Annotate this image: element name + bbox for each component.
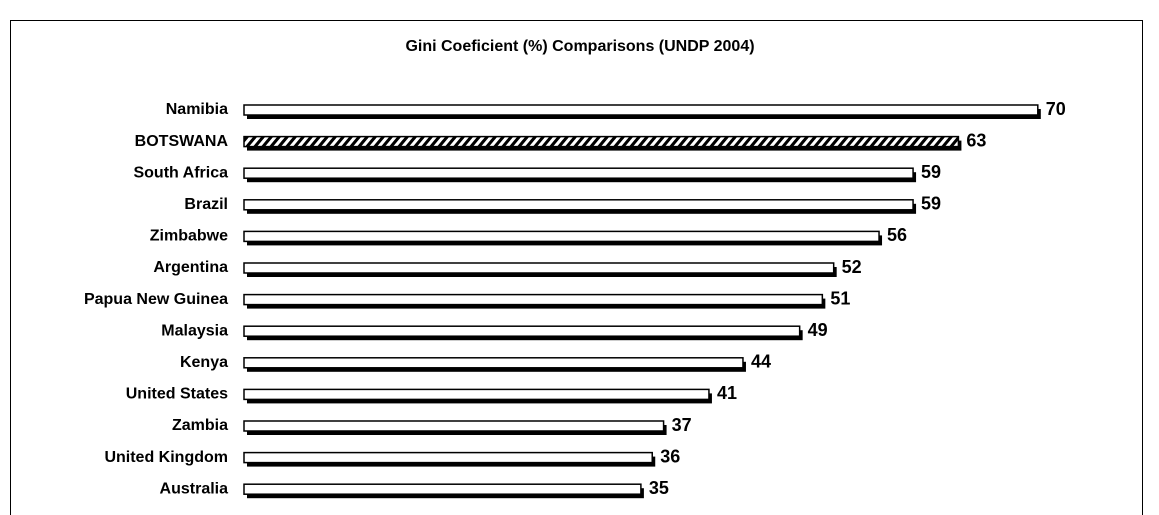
y-tick-label: Brazil [184,196,228,213]
value-label: 63 [966,130,986,150]
value-label: 49 [808,320,828,340]
y-tick-label: Papua New Guinea [84,291,228,308]
y-tick-label: United States [126,386,228,403]
bar [243,420,665,432]
y-tick-label: Zambia [172,417,228,434]
bar [243,357,744,369]
frame [10,20,1143,515]
bar [243,262,835,274]
y-tick-label: Australia [160,480,229,497]
bar [243,388,710,401]
value-label: 44 [751,352,771,372]
value-label: 37 [672,415,692,435]
value-label: 70 [1046,99,1066,119]
value-label: 56 [887,225,907,245]
value-label: 51 [830,288,850,308]
bar [243,167,914,179]
bar [243,483,642,495]
value-label: 36 [660,446,680,466]
value-label: 59 [921,194,941,214]
bar [243,293,824,306]
value-label: 41 [717,383,737,403]
y-tick-label: Argentina [153,259,228,276]
bar [243,325,801,337]
y-tick-label: Kenya [180,354,228,371]
bar [243,104,1039,116]
y-tick-label: South Africa [133,164,228,181]
bar [243,199,914,211]
bar [243,135,960,148]
bar [243,230,880,243]
y-tick-label: Malaysia [161,322,228,339]
y-tick-label: Namibia [166,101,228,118]
y-tick-label: United Kingdom [104,449,228,466]
value-label: 52 [842,257,862,277]
value-label: 59 [921,162,941,182]
value-label: 35 [649,478,669,498]
bar [243,451,653,464]
chart-title: Gini Coeficient (%) Comparisons (UNDP 20… [405,38,754,55]
y-tick-label: Zimbabwe [150,228,228,245]
y-tick-label: BOTSWANA [135,133,229,150]
